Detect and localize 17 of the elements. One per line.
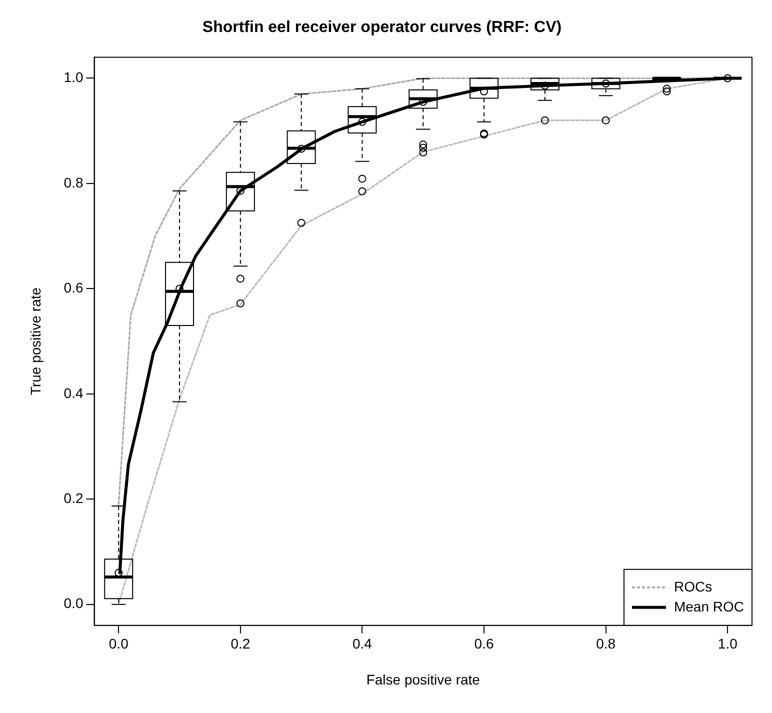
- x-tick-label: 0.0: [108, 636, 129, 652]
- x-tick-label: 0.2: [230, 636, 250, 652]
- y-tick-label: 1.0: [64, 69, 84, 86]
- y-tick-label: 0.6: [64, 280, 84, 296]
- y-tick-label: 0.0: [64, 595, 84, 612]
- x-tick-label: 1.0: [718, 636, 738, 652]
- x-tick-label: 0.8: [596, 636, 616, 652]
- y-tick-label: 0.4: [64, 384, 84, 401]
- legend-label: Mean ROC: [674, 598, 744, 614]
- x-tick-label: 0.4: [352, 636, 372, 652]
- y-tick-label: 0.8: [64, 174, 84, 190]
- x-axis-title: False positive rate: [366, 671, 480, 688]
- x-tick-label: 0.6: [474, 636, 494, 652]
- chart-title: Shortfin eel receiver operator curves (RRF: CV): [202, 19, 562, 36]
- legend-label: ROCs: [674, 578, 712, 594]
- y-axis-title: True positive rate: [27, 287, 44, 396]
- y-tick-label: 0.2: [64, 490, 84, 506]
